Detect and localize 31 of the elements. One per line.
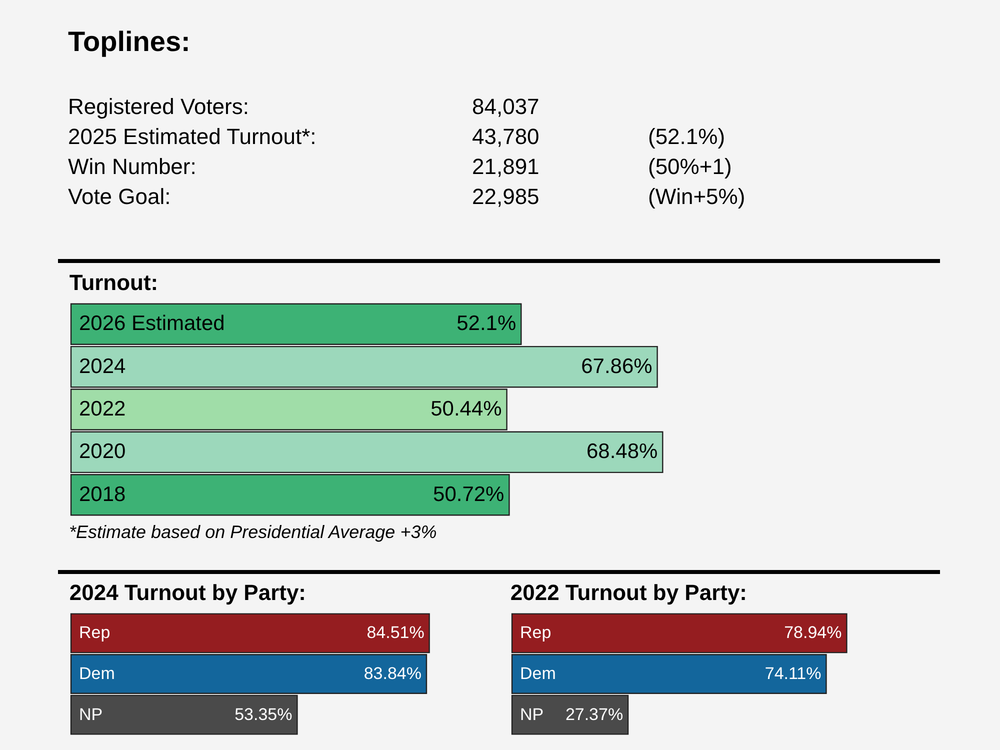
y-tick-label: Rep <box>79 623 110 642</box>
data-label: 50.44% <box>430 398 502 420</box>
text: Vote Goal: 22,985 (Win+5%) <box>68 184 746 209</box>
y-tick-label: Rep <box>520 623 552 642</box>
data-label: 78.94% <box>784 623 842 642</box>
y-tick-label: 2018 <box>79 482 126 506</box>
text: *Estimate based on Presidential Average +3% <box>69 522 438 543</box>
text: Toplines: <box>68 26 190 58</box>
y-tick-label: NP <box>520 704 544 724</box>
y-tick-label: Dem <box>520 664 556 683</box>
y-tick-label: 2022 <box>79 398 126 420</box>
data-label: 52.1% <box>456 312 516 336</box>
data-label: 50.72% <box>433 482 504 506</box>
y-tick-label: 2024 <box>79 354 126 378</box>
text: 2025 Estimated Turnout*: 43,780 (52.1%) <box>68 124 726 149</box>
text: Registered Voters: 84,037 <box>68 94 540 119</box>
chart-title: Turnout: <box>69 270 158 295</box>
data-label: 83.84% <box>364 664 422 683</box>
text: Win Number: 21,891 (50%+1) <box>68 154 732 179</box>
data-label: 74.11% <box>764 664 822 683</box>
y-tick-label: NP <box>79 704 103 724</box>
y-tick-label: 2026 Estimated <box>79 312 225 336</box>
data-label: 27.37% <box>565 704 624 724</box>
data-label: 53.35% <box>234 704 292 724</box>
y-tick-label: Dem <box>79 664 115 683</box>
data-label: 67.86% <box>581 354 652 378</box>
chart-title: 2024 Turnout by Party: <box>69 580 306 605</box>
chart-title: 2022 Turnout by Party: <box>510 580 747 605</box>
data-label: 68.48% <box>586 440 658 464</box>
data-label: 84.51% <box>366 623 424 642</box>
y-tick-label: 2020 <box>79 440 126 464</box>
